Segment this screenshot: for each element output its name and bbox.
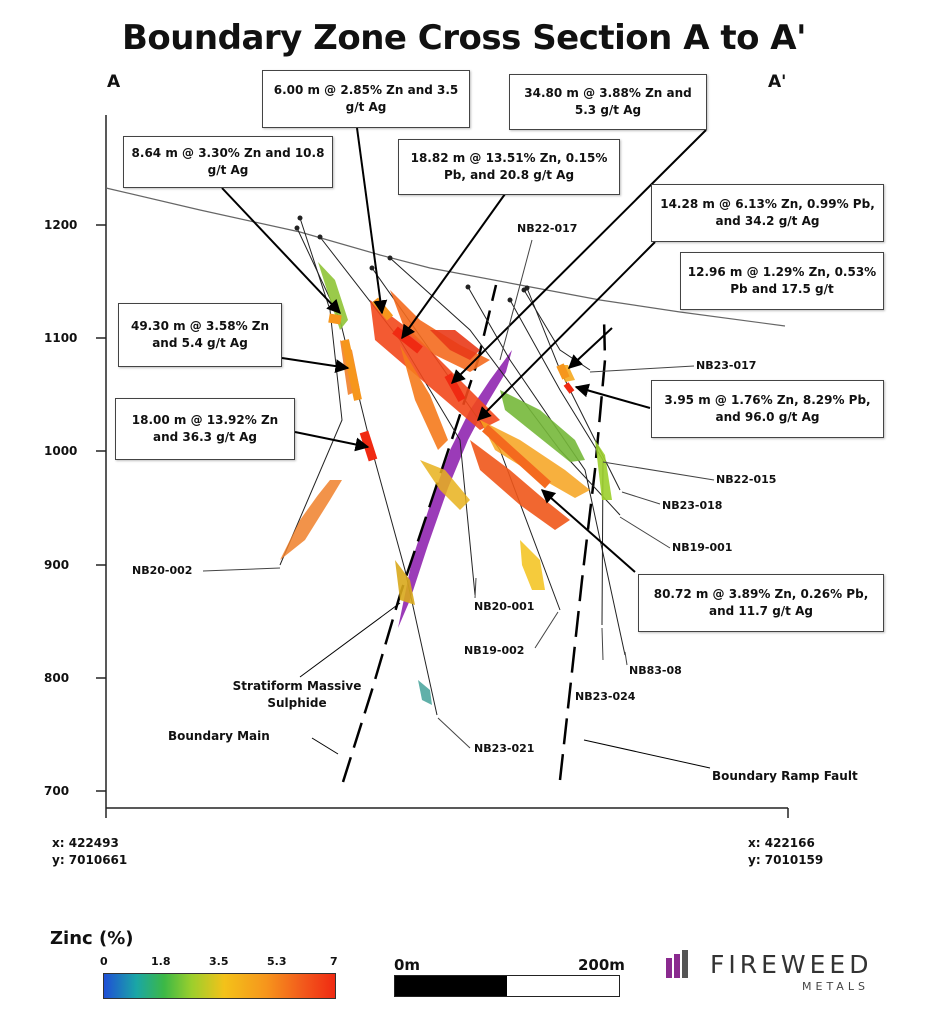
callout-8m-intercept: 8.64 m @ 3.30% Zn and 10.8 g/t Ag bbox=[123, 136, 333, 188]
trace-nb20-001 bbox=[319, 236, 476, 596]
section-end-a: A bbox=[107, 72, 121, 92]
y-tick-1100: 1100 bbox=[44, 331, 78, 345]
hole-label-nb23-021: NB23-021 bbox=[474, 742, 535, 755]
hole-label-nb23-018: NB23-018 bbox=[662, 499, 723, 512]
boundary-ramp-fault bbox=[558, 317, 607, 781]
y-tick-1200: 1200 bbox=[44, 218, 78, 232]
hole-label-nb19-001: NB19-001 bbox=[672, 541, 733, 554]
zinc-tick-7: 7 bbox=[330, 955, 338, 968]
y-tick-1000: 1000 bbox=[44, 444, 78, 458]
scale-end-label: 200m bbox=[578, 956, 625, 974]
intercept-highlights bbox=[328, 297, 575, 489]
hole-label-nb22-017: NB22-017 bbox=[517, 222, 578, 235]
callout-arrows bbox=[221, 127, 707, 573]
zinc-tick-5-3: 5.3 bbox=[267, 955, 287, 968]
hole-label-nb23-024: NB23-024 bbox=[575, 690, 636, 703]
scale-bar bbox=[394, 975, 620, 997]
logo-wordmark: FIREWEED bbox=[710, 950, 873, 979]
trace-nb19-001 bbox=[389, 257, 621, 516]
topography-line bbox=[105, 187, 786, 327]
zinc-legend-title: Zinc (%) bbox=[50, 928, 134, 949]
hole-label-nb22-015: NB22-015 bbox=[716, 473, 777, 486]
label-boundary-main: Boundary Main bbox=[168, 729, 270, 743]
left-coordinates: x: 422493 y: 7010661 bbox=[52, 835, 127, 869]
callout-14m-intercept: 14.28 m @ 6.13% Zn, 0.99% Pb, and 34.2 g… bbox=[651, 184, 884, 242]
right-coordinates: x: 422166 y: 7010159 bbox=[748, 835, 823, 869]
right-x-coordinate: x: 422166 bbox=[748, 836, 815, 850]
hole-label-nb19-002: NB19-002 bbox=[464, 644, 525, 657]
zinc-tick-3-5: 3.5 bbox=[209, 955, 229, 968]
trace-nb83-08 bbox=[467, 286, 626, 656]
zinc-tick-0: 0 bbox=[100, 955, 108, 968]
y-tick-900: 900 bbox=[44, 558, 70, 572]
scale-start-label: 0m bbox=[394, 956, 421, 974]
callout-6m-intercept: 6.00 m @ 2.85% Zn and 3.5 g/t Ag bbox=[262, 70, 470, 128]
fireweed-logo-icon bbox=[666, 950, 688, 978]
left-x-coordinate: x: 422493 bbox=[52, 836, 119, 850]
page-title: Boundary Zone Cross Section A to A' bbox=[121, 18, 807, 58]
collar-points bbox=[294, 215, 530, 303]
callout-3m-intercept: 3.95 m @ 1.76% Zn, 8.29% Pb, and 96.0 g/… bbox=[651, 380, 884, 438]
left-y-coordinate: y: 7010661 bbox=[52, 853, 128, 867]
callout-18m-00-intercept: 18.00 m @ 13.92% Zn and 36.3 g/t Ag bbox=[115, 398, 295, 460]
right-y-coordinate: y: 7010159 bbox=[748, 853, 824, 867]
zinc-tick-1-8: 1.8 bbox=[151, 955, 171, 968]
scale-bar-black-segment bbox=[395, 976, 507, 996]
callout-18m-82-intercept: 18.82 m @ 13.51% Zn, 0.15% Pb, and 20.8 … bbox=[398, 139, 620, 195]
zinc-assay-histograms bbox=[280, 262, 612, 705]
hole-label-nb83-08: NB83-08 bbox=[629, 664, 682, 677]
hole-label-nb23-017: NB23-017 bbox=[696, 359, 757, 372]
label-stratiform-sulphide: Stratiform Massive Sulphide bbox=[232, 679, 362, 710]
label-boundary-ramp-fault: Boundary Ramp Fault bbox=[712, 769, 858, 783]
callout-12m-intercept: 12.96 m @ 1.29% Zn, 0.53% Pb and 17.5 g/… bbox=[680, 252, 884, 310]
callout-34m-intercept: 34.80 m @ 3.88% Zn and 5.3 g/t Ag bbox=[509, 74, 707, 130]
callout-49m-intercept: 49.30 m @ 3.58% Zn and 5.4 g/t Ag bbox=[118, 303, 282, 367]
callout-80m-intercept: 80.72 m @ 3.89% Zn, 0.26% Pb, and 11.7 g… bbox=[638, 574, 884, 632]
trace-nb23-021 bbox=[296, 227, 438, 716]
feature-leaders bbox=[299, 602, 711, 769]
logo-subtitle: METALS bbox=[802, 980, 869, 993]
zinc-color-ramp bbox=[103, 973, 336, 999]
y-tick-700: 700 bbox=[44, 784, 70, 798]
section-end-a-prime: A' bbox=[768, 72, 787, 92]
y-axis-ticks bbox=[96, 224, 789, 818]
hole-label-leaders bbox=[202, 239, 715, 749]
hole-label-nb20-001: NB20-001 bbox=[474, 600, 535, 613]
y-tick-800: 800 bbox=[44, 671, 70, 685]
hole-label-nb20-002: NB20-002 bbox=[132, 564, 193, 577]
